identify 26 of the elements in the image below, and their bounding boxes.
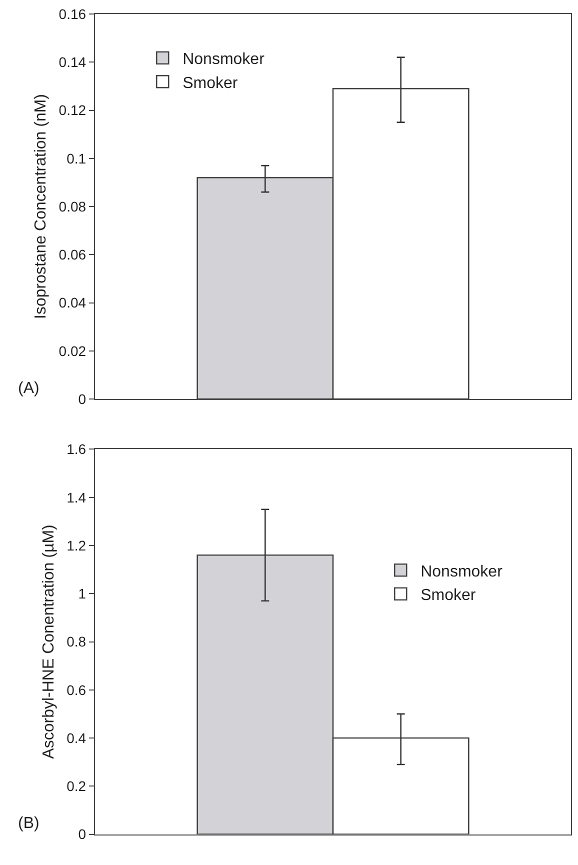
y-tick-label: 0.4 xyxy=(66,730,86,746)
y-axis-title: Isoprostane Concentration (nM) xyxy=(32,94,50,320)
y-tick-label: 1.4 xyxy=(66,489,86,506)
legend-label: Nonsmoker xyxy=(420,563,504,580)
y-tick-label: 0.1 xyxy=(66,150,86,166)
y-tick-label: 0.14 xyxy=(58,54,86,70)
y-tick-label: 0 xyxy=(78,826,86,842)
y-tick-label: 1.2 xyxy=(66,537,86,554)
y-tick-label: 0.08 xyxy=(58,198,86,214)
y-tick-label: 1.6 xyxy=(66,441,86,458)
y-tick-label: 0 xyxy=(78,390,86,407)
legend-label: Smoker xyxy=(182,74,238,92)
y-tick-label: 0.8 xyxy=(66,634,86,650)
y-tick-label: 0.16 xyxy=(58,6,86,22)
y-tick-label: 0.06 xyxy=(58,246,86,263)
y-tick-label: 1 xyxy=(78,586,86,602)
y-tick-label: 0.6 xyxy=(66,682,86,698)
y-tick-label: 0.02 xyxy=(58,342,86,359)
y-axis-title: Ascorbyl-HNE Conentration (µM) xyxy=(40,524,58,759)
y-tick-label: 0.2 xyxy=(66,778,86,794)
text: (B) xyxy=(18,815,40,832)
y-tick-label: 0.04 xyxy=(58,294,86,311)
legend-label: Smoker xyxy=(420,587,476,604)
y-tick-label: 0.12 xyxy=(58,102,86,118)
legend-label: Nonsmoker xyxy=(182,51,266,68)
text: (A) xyxy=(18,380,40,397)
